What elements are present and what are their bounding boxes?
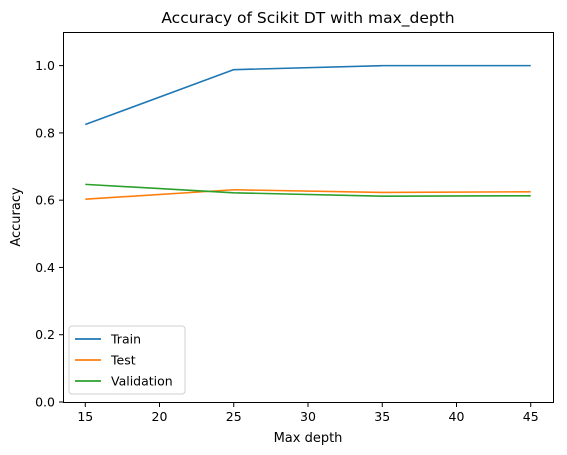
y-tick-label: 0.2	[35, 327, 55, 342]
y-tick-label: 0.8	[35, 125, 55, 140]
x-tick-label: 35	[374, 409, 390, 424]
chart-title: Accuracy of Scikit DT with max_depth	[161, 9, 454, 28]
x-tick-label: 20	[152, 409, 168, 424]
legend-label: Validation	[111, 374, 173, 389]
y-tick-label: 0.0	[35, 395, 55, 410]
x-axis-label: Max depth	[274, 431, 343, 446]
y-tick-label: 0.4	[35, 260, 55, 275]
legend-box	[68, 325, 186, 395]
x-axis: 15 20 25 30 35 40 45	[77, 402, 539, 424]
legend: Train Test Validation	[68, 325, 186, 395]
legend-label: Train	[110, 332, 141, 347]
series-layer	[84, 64, 531, 200]
series-line-train	[84, 64, 531, 126]
x-tick-label: 15	[77, 409, 93, 424]
x-tick-label: 40	[449, 409, 465, 424]
y-axis-label: Accuracy	[9, 187, 24, 247]
y-tick-label: 0.6	[35, 193, 55, 208]
y-tick-label: 1.0	[35, 58, 55, 73]
series-line-test	[85, 188, 531, 200]
x-tick-label: 45	[523, 409, 539, 424]
legend-label: Test	[110, 353, 136, 368]
x-tick-label: 25	[226, 409, 242, 424]
x-tick-label: 30	[300, 409, 316, 424]
y-axis: 0.0 0.2 0.4 0.6 0.8 1.0	[35, 58, 64, 410]
series-line-validation	[85, 183, 531, 197]
